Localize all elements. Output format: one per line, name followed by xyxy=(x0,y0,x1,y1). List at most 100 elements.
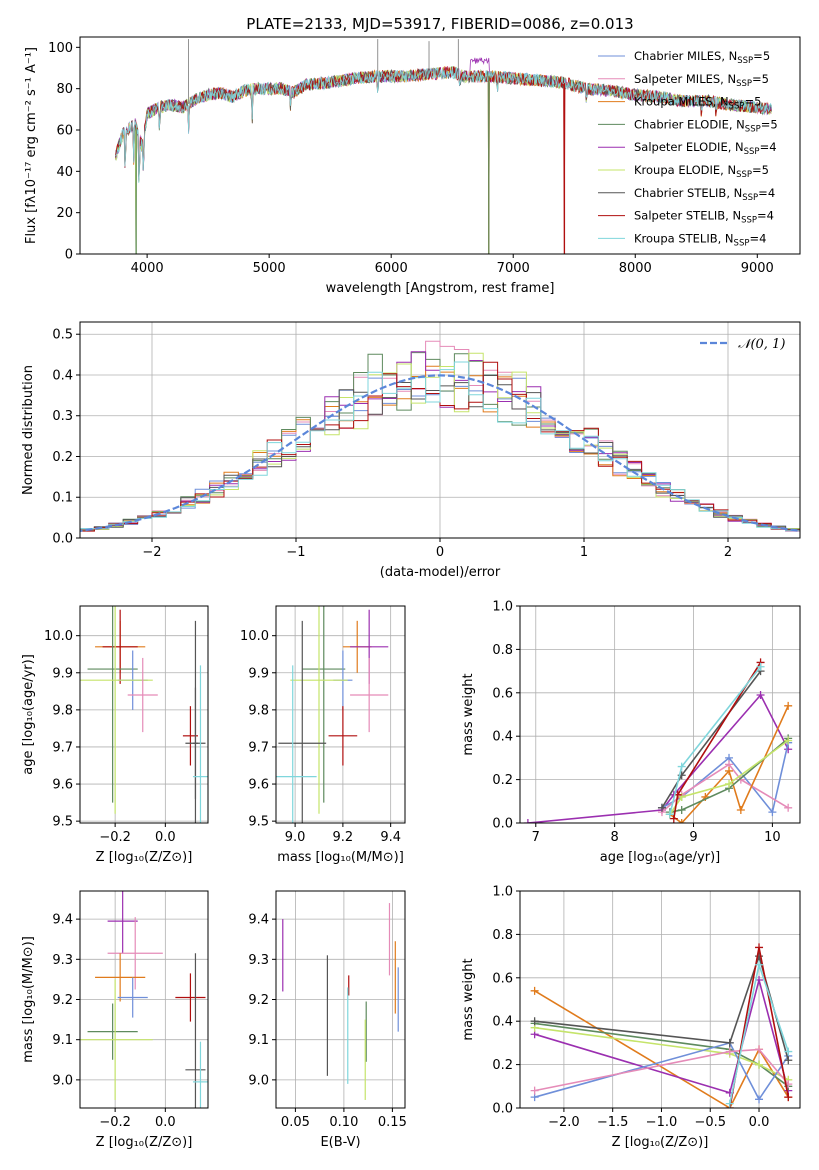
legend-entry-label: Kroupa STELIB, N xyxy=(634,231,734,245)
chart-title: PLATE=2133, MJD=53917, FIBERID=0086, z=0… xyxy=(246,15,633,33)
x-tick-label: 6000 xyxy=(375,261,408,276)
x-tick-label: 0.05 xyxy=(281,1115,310,1130)
y-axis-label: Flux [fλ10⁻¹⁷ erg cm⁻² s⁻¹ A⁻¹] xyxy=(24,47,39,244)
legend-entry: Chabrier ELODIE, NSSP=5 xyxy=(634,117,778,134)
errorbar-chabrier-elodie xyxy=(87,606,138,803)
y-tick-label: 9.6 xyxy=(248,778,269,793)
series-kroupa-elodie xyxy=(530,1023,793,1084)
x-tick-label: 10 xyxy=(764,830,781,845)
legend-entry-subscript: SSP xyxy=(741,216,757,226)
y-tick-label: 9.1 xyxy=(52,1033,73,1048)
legend-entry-subscript: SSP xyxy=(736,170,752,180)
x-tick-label: 0 xyxy=(436,545,444,560)
x-tick-label: −0.2 xyxy=(99,830,131,845)
y-tick-label: 9.4 xyxy=(248,913,269,928)
errorbar-kroupa-stelib xyxy=(192,665,208,823)
axes-frame xyxy=(275,605,406,824)
legend-entry-label: Salpeter STELIB, N xyxy=(634,209,741,223)
x-axis-label: wavelength [Angstrom, rest frame] xyxy=(326,281,555,296)
errorbar-kroupa-elodie xyxy=(80,606,153,814)
y-tick-label: 0.6 xyxy=(492,686,513,701)
y-tick-label: 0.3 xyxy=(52,409,73,424)
series-kroupa-stelib xyxy=(665,662,765,819)
y-tick-label: 9.3 xyxy=(248,953,269,968)
series-line xyxy=(534,1022,789,1087)
plot-area xyxy=(80,606,208,823)
y-tick-label: 9.7 xyxy=(248,740,269,755)
legend-entry-subscript: SSP xyxy=(734,238,750,248)
series-line xyxy=(534,990,789,1108)
y-tick-label: 0 xyxy=(65,248,73,263)
axes: −2 −1 0 1 2 0.0 0.1 0.2 0.3 0.4 0.5 (data-model)/er… xyxy=(21,321,801,580)
legend-entry: Kroupa MILES, NSSP=5 xyxy=(634,95,761,112)
legend-entry-label: Chabrier STELIB, N xyxy=(634,186,742,200)
errorbar-kroupa-stelib xyxy=(192,1041,208,1108)
x-tick-label: 9.2 xyxy=(333,830,354,845)
data-point-marker xyxy=(669,814,678,823)
x-tick-label: 5000 xyxy=(253,261,286,276)
x-tick-label: 2 xyxy=(724,545,732,560)
data-point-marker xyxy=(523,819,532,823)
axes: −2.0 −1.5 −1.0 −0.5 0.0 0.0 0.2 0.4 0.6 0.8 1.0 Z [… xyxy=(461,885,801,1150)
x-axis-label: mass [log₁₀(M/M⊙)] xyxy=(277,850,404,865)
series-salpeter-stelib xyxy=(669,658,765,823)
x-tick-label: −1 xyxy=(286,545,305,560)
legend-entry-count: 5 xyxy=(754,95,761,109)
legend-entry-label: Chabrier ELODIE, N xyxy=(634,117,745,131)
errorbar-chabrier-elodie xyxy=(87,1003,138,1060)
x-tick-label: 9 xyxy=(689,830,697,845)
x-axis-label: (data-model)/error xyxy=(380,565,501,580)
data-point-marker xyxy=(677,762,686,771)
y-axis-label: mass weight xyxy=(461,958,476,1040)
plot-content xyxy=(115,39,772,254)
legend-entry-label: Chabrier MILES, N xyxy=(634,49,737,63)
errorbar-chabrier-stelib xyxy=(278,620,327,823)
series-line xyxy=(534,1026,789,1081)
errorbar-chabrier-elodie xyxy=(302,606,346,803)
y-tick-label: 9.7 xyxy=(52,740,73,755)
y-tick-label: 0.0 xyxy=(492,817,513,832)
plot-area xyxy=(520,891,800,1108)
legend-entry-label: Kroupa ELODIE, N xyxy=(634,163,736,177)
panel-age-vs-mass: 9.0 9.2 9.4 9.5 9.6 9.7 9.8 9.9 10.0 mass [log₁₀(… xyxy=(240,605,406,865)
x-tick-label: 9.4 xyxy=(380,830,401,845)
y-tick-label: 9.5 xyxy=(52,815,73,830)
data-point-marker xyxy=(755,1095,764,1104)
legend-entry-count: 5 xyxy=(770,117,777,131)
y-tick-label: 9.3 xyxy=(52,953,73,968)
legend-entry-label: Salpeter ELODIE, N xyxy=(634,140,744,154)
panel-residuals: −2 −1 0 1 2 0.0 0.1 0.2 0.3 0.4 0.5 (data-model)/er… xyxy=(21,321,801,580)
y-tick-label: 9.2 xyxy=(248,993,269,1008)
x-axis-label: Z [log₁₀(Z/Z⊙)] xyxy=(96,850,193,865)
x-tick-label: −0.5 xyxy=(694,1115,726,1130)
x-axis-label: Z [log₁₀(Z/Z⊙)] xyxy=(96,1135,193,1150)
x-tick-label: 7000 xyxy=(497,261,530,276)
plot-content xyxy=(276,606,389,823)
y-tick-label: 9.1 xyxy=(248,1033,269,1048)
legend-entry-count: 5 xyxy=(763,49,770,63)
data-point-marker xyxy=(755,952,764,961)
grid-lines xyxy=(276,606,405,823)
y-tick-label: 0.2 xyxy=(492,773,513,788)
y-tick-label: 9.8 xyxy=(248,703,269,718)
errorbar-salpeter-stelib xyxy=(175,973,206,1022)
spectrum-line-kroupa-stelib xyxy=(115,66,772,183)
y-tick-label: 100 xyxy=(48,41,73,56)
panel-age-vs-Z: −0.2 0.0 9.5 9.6 9.7 9.8 9.9 10.0 Z [log₁₀(Z/Z⊙)… xyxy=(21,605,209,865)
plot-content xyxy=(80,606,208,823)
legend-entry-subscript: SSP xyxy=(744,147,760,157)
panel-mass-weight-vs-age: 7 8 9 10 0.0 0.2 0.4 0.6 0.8 1.0 age [log₁₀(age/yr… xyxy=(461,600,801,865)
data-point-marker xyxy=(755,1045,764,1054)
legend-entry-equals: = xyxy=(752,72,762,86)
axes-frame xyxy=(79,36,801,255)
data-point-marker xyxy=(725,1047,734,1056)
data-point-marker xyxy=(784,1047,793,1056)
x-tick-label: 0.0 xyxy=(155,1115,176,1130)
x-tick-label: 0.0 xyxy=(749,1115,770,1130)
axes: 4000 5000 6000 7000 8000 9000 0 20 40 60 80 100 wave… xyxy=(24,15,801,296)
y-tick-label: 9.4 xyxy=(52,913,73,928)
legend-entry-count: 4 xyxy=(768,186,775,200)
y-tick-label: 9.2 xyxy=(52,993,73,1008)
y-tick-label: 0.2 xyxy=(52,450,73,465)
